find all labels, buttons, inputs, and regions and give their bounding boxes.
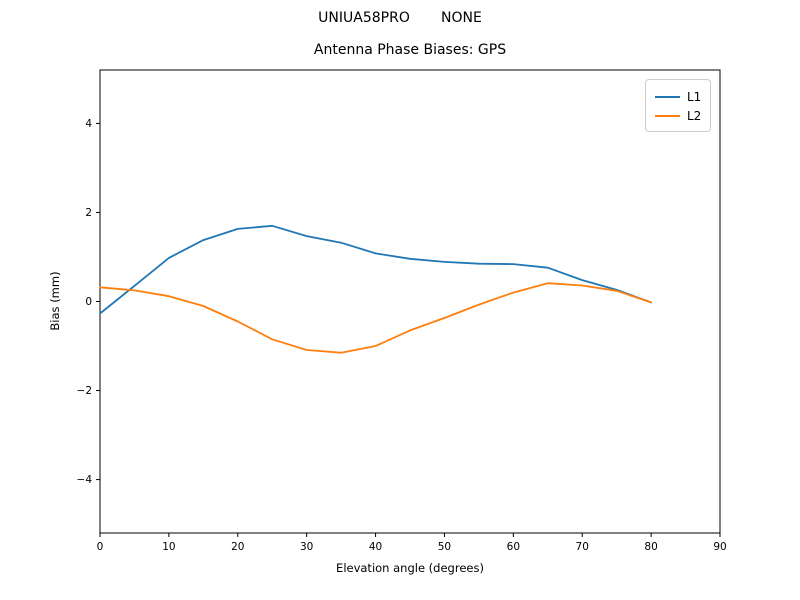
x-tick-label: 30: [300, 541, 313, 553]
legend: L1 L2: [645, 79, 711, 132]
y-tick-label: 2: [85, 207, 92, 219]
legend-item-l1: L1: [655, 87, 702, 106]
figure-title: UNIUA58PRO NONE: [318, 10, 482, 26]
l1-line-swatch: [655, 95, 680, 98]
legend-item-l2: L2: [655, 106, 702, 125]
x-tick-label: 20: [231, 541, 244, 553]
x-tick-label: 70: [576, 541, 589, 553]
series-line-l2: [99, 282, 652, 354]
y-tick-label: −2: [77, 385, 92, 397]
series-line-l1: [99, 224, 652, 315]
l2-line-swatch: [655, 114, 680, 117]
axes-frame: [99, 69, 721, 534]
chart-title: Antenna Phase Biases: GPS: [313, 42, 507, 58]
y-tick-label: −4: [77, 474, 93, 486]
y-tick-label: 0: [85, 296, 92, 308]
x-tick-label: 0: [97, 541, 104, 553]
legend-label-l1: L1: [687, 89, 702, 104]
x-tick-label: 90: [713, 541, 726, 553]
y-axis-label: Bias (mm): [48, 271, 62, 331]
x-tick-label: 50: [438, 541, 451, 553]
y-tick-label: 4: [85, 118, 92, 130]
legend-label-l2: L2: [687, 108, 702, 123]
x-tick-label: 40: [369, 541, 382, 553]
x-axis-label: Elevation angle (degrees): [336, 561, 484, 575]
x-tick-label: 80: [644, 541, 657, 553]
x-tick-label: 10: [162, 541, 175, 553]
x-tick-label: 60: [507, 541, 520, 553]
